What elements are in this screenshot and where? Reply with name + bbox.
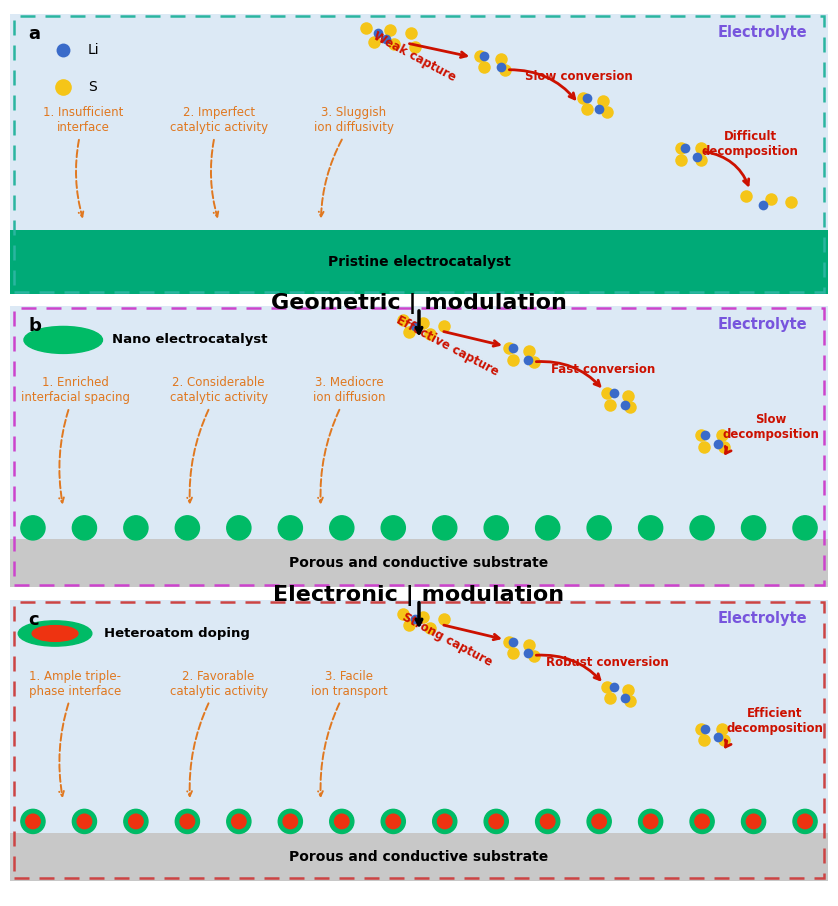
Ellipse shape — [26, 814, 40, 829]
Text: Li: Li — [88, 43, 100, 57]
Text: Geometric | modulation: Geometric | modulation — [271, 293, 567, 314]
Text: Porous and conductive substrate: Porous and conductive substrate — [289, 556, 549, 570]
Ellipse shape — [124, 809, 148, 834]
Text: Heteroatom doping: Heteroatom doping — [104, 627, 250, 640]
Text: Difficult
decomposition: Difficult decomposition — [701, 130, 799, 159]
Text: 2. Considerable
catalytic activity: 2. Considerable catalytic activity — [169, 377, 267, 503]
Ellipse shape — [793, 809, 817, 834]
Ellipse shape — [227, 809, 251, 834]
FancyBboxPatch shape — [10, 230, 828, 294]
Text: 3. Mediocre
ion diffusion: 3. Mediocre ion diffusion — [313, 377, 385, 503]
Ellipse shape — [180, 814, 194, 829]
Ellipse shape — [644, 814, 658, 829]
Ellipse shape — [587, 516, 611, 540]
Ellipse shape — [381, 809, 406, 834]
Ellipse shape — [329, 516, 354, 540]
FancyBboxPatch shape — [10, 306, 828, 587]
Ellipse shape — [21, 809, 45, 834]
Ellipse shape — [381, 516, 406, 540]
Ellipse shape — [386, 814, 401, 829]
Text: Slow conversion: Slow conversion — [525, 71, 633, 83]
Ellipse shape — [231, 814, 246, 829]
Text: b: b — [28, 317, 41, 335]
Ellipse shape — [484, 809, 509, 834]
Ellipse shape — [535, 809, 560, 834]
Ellipse shape — [175, 809, 199, 834]
Text: c: c — [28, 611, 39, 629]
Ellipse shape — [639, 516, 663, 540]
Text: Effective capture: Effective capture — [394, 313, 501, 379]
Text: Slow
decomposition: Slow decomposition — [722, 413, 819, 441]
Ellipse shape — [798, 814, 812, 829]
Ellipse shape — [541, 814, 555, 829]
Ellipse shape — [129, 814, 143, 829]
Text: Fast conversion: Fast conversion — [551, 363, 655, 376]
Text: 3. Facile
ion transport: 3. Facile ion transport — [311, 670, 388, 796]
Text: Strong capture: Strong capture — [401, 611, 494, 669]
Ellipse shape — [283, 814, 297, 829]
Text: 2. Favorable
catalytic activity: 2. Favorable catalytic activity — [169, 670, 267, 796]
FancyBboxPatch shape — [10, 539, 828, 587]
Ellipse shape — [742, 516, 766, 540]
Ellipse shape — [437, 814, 452, 829]
Ellipse shape — [334, 814, 349, 829]
Text: 1. Enriched
interfacial spacing: 1. Enriched interfacial spacing — [21, 377, 130, 503]
Ellipse shape — [742, 809, 766, 834]
Ellipse shape — [72, 809, 96, 834]
Text: Weak capture: Weak capture — [371, 30, 458, 84]
Ellipse shape — [329, 809, 354, 834]
Text: 1. Insufficient
interface: 1. Insufficient interface — [44, 106, 124, 217]
Text: Electrolyte: Electrolyte — [718, 317, 808, 333]
Ellipse shape — [21, 516, 45, 540]
FancyBboxPatch shape — [10, 833, 828, 881]
Text: 3. Sluggish
ion diffusivity: 3. Sluggish ion diffusivity — [313, 106, 394, 217]
Text: S: S — [88, 80, 96, 93]
Ellipse shape — [124, 516, 148, 540]
FancyBboxPatch shape — [10, 14, 828, 294]
Text: 1. Ample triple-
phase interface: 1. Ample triple- phase interface — [29, 670, 122, 796]
Text: Porous and conductive substrate: Porous and conductive substrate — [289, 850, 549, 863]
Text: Electrolyte: Electrolyte — [718, 24, 808, 40]
Circle shape — [32, 626, 78, 641]
Text: 2. Imperfect
catalytic activity: 2. Imperfect catalytic activity — [169, 106, 267, 217]
Ellipse shape — [278, 516, 303, 540]
Circle shape — [24, 326, 102, 353]
Ellipse shape — [77, 814, 91, 829]
Ellipse shape — [639, 809, 663, 834]
Ellipse shape — [484, 516, 509, 540]
Ellipse shape — [432, 809, 457, 834]
Ellipse shape — [695, 814, 709, 829]
FancyBboxPatch shape — [10, 600, 828, 881]
Circle shape — [18, 621, 92, 646]
Text: Electronic | modulation: Electronic | modulation — [273, 584, 565, 606]
Text: Robust conversion: Robust conversion — [546, 657, 669, 670]
Ellipse shape — [793, 516, 817, 540]
Text: Nano electrocatalyst: Nano electrocatalyst — [112, 333, 268, 346]
Text: Pristine electrocatalyst: Pristine electrocatalyst — [328, 255, 510, 269]
Ellipse shape — [592, 814, 607, 829]
Ellipse shape — [227, 516, 251, 540]
Text: Efficient
decomposition: Efficient decomposition — [727, 707, 823, 735]
Ellipse shape — [690, 516, 714, 540]
Ellipse shape — [432, 516, 457, 540]
Ellipse shape — [175, 516, 199, 540]
Ellipse shape — [587, 809, 611, 834]
Ellipse shape — [72, 516, 96, 540]
Text: Electrolyte: Electrolyte — [718, 611, 808, 626]
Ellipse shape — [278, 809, 303, 834]
Ellipse shape — [690, 809, 714, 834]
Text: a: a — [28, 24, 40, 43]
Ellipse shape — [535, 516, 560, 540]
Ellipse shape — [489, 814, 504, 829]
Ellipse shape — [747, 814, 761, 829]
